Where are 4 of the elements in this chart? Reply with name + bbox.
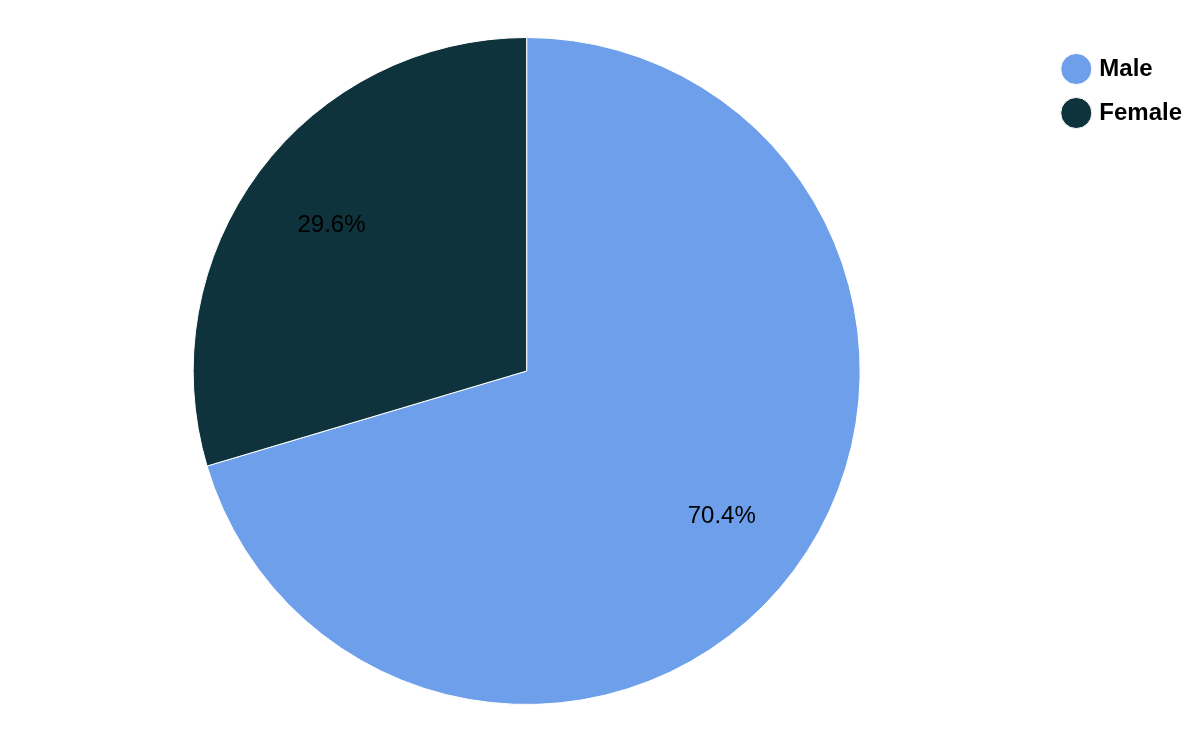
legend-label: Male — [1099, 53, 1153, 81]
legend-label: Female — [1099, 97, 1183, 125]
data-label: 29.6% — [297, 210, 366, 238]
data-label: 70.4% — [687, 501, 756, 529]
